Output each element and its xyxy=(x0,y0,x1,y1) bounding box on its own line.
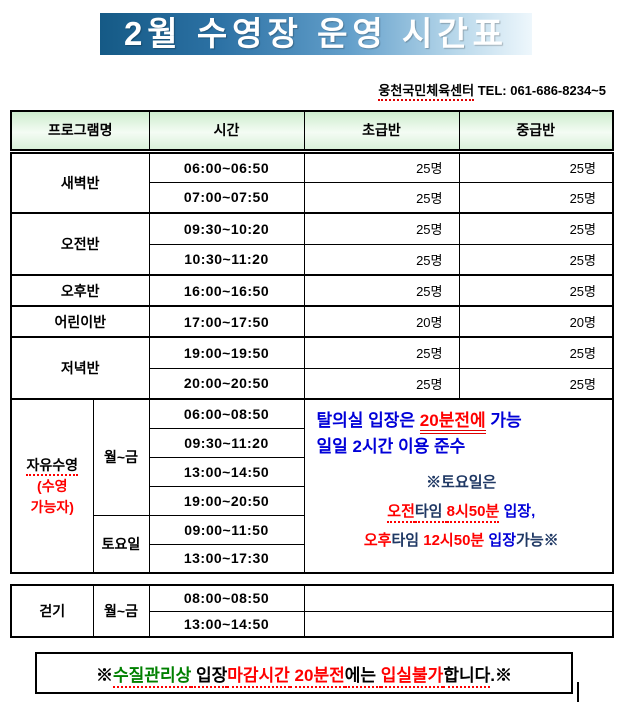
program-free-swim: 자유수영 (수영 가능자) xyxy=(10,398,94,574)
col-header-time: 시간 xyxy=(148,110,305,154)
note-saturday-afternoon: 오후타임 12시50분 입장가능※ xyxy=(363,532,559,549)
intermediate-count: 25명 xyxy=(458,367,614,400)
swim-schedule-table: 프로그램명 시간 초급반 중급반 새벽반 06:00~06:50 25명 25명… xyxy=(10,110,614,574)
table-row: 걷기 월~금 08:00~08:50 xyxy=(10,584,614,638)
time-cell: 09:30~10:20 xyxy=(148,212,305,245)
day-weekday-walk: 월~금 xyxy=(92,584,150,638)
note-locker-room: 탈의실 입장은 20분전에 가능 xyxy=(317,408,607,434)
time-cell: 09:30~11:20 xyxy=(148,427,305,458)
time-cell: 13:00~14:50 xyxy=(148,610,305,638)
table-row: 자유수영 (수영 가능자) 월~금 06:00~08:50 탈의실 입장은 20… xyxy=(10,398,614,574)
table-row: 07:00~07:50 25명 25명 xyxy=(11,181,614,214)
note-saturday-title: ※토요일은 xyxy=(426,474,497,491)
free-swim-label: 자유수영 xyxy=(12,454,92,476)
time-cell: 08:00~08:50 xyxy=(148,584,305,612)
empty-cell xyxy=(303,610,614,638)
table-row: 13:00~17:30 xyxy=(11,543,613,574)
time-cell: 19:00~19:50 xyxy=(148,336,305,369)
col-header-intermediate: 중급반 xyxy=(458,110,614,154)
col-header-program: 프로그램명 xyxy=(10,110,150,154)
empty-cell xyxy=(303,584,614,612)
beginner-count: 25명 xyxy=(303,212,460,245)
table-row: 13:00~14:50 xyxy=(11,456,613,487)
day-weekday: 월~금 xyxy=(92,398,150,516)
page-title: 2월 수영장 운영 시간표 xyxy=(100,13,532,55)
table-row: 20:00~20:50 25명 25명 xyxy=(11,367,614,400)
table-row: 오후반 16:00~16:50 25명 25명 xyxy=(10,274,614,307)
intermediate-count: 25명 xyxy=(458,181,614,214)
text-cursor xyxy=(577,682,579,702)
time-cell: 20:00~20:50 xyxy=(148,367,305,400)
phone-number: TEL: 061-686-8234~5 xyxy=(474,83,606,98)
time-cell: 06:00~06:50 xyxy=(148,150,305,183)
time-cell: 13:00~14:50 xyxy=(148,456,305,487)
table-header-row: 프로그램명 시간 초급반 중급반 xyxy=(10,110,614,154)
note-two-hours: 일일 2시간 이용 준수 xyxy=(316,437,466,456)
program-children: 어린이반 xyxy=(10,305,150,338)
time-cell: 19:00~20:50 xyxy=(148,485,305,516)
contact-info: 웅천국민체육센터 TEL: 061-686-8234~5 xyxy=(378,80,606,101)
time-cell: 10:30~11:20 xyxy=(148,243,305,276)
beginner-count: 20명 xyxy=(303,305,460,338)
free-swim-qualifier-line1: (수영 xyxy=(37,478,68,494)
walk-schedule-table: 걷기 월~금 08:00~08:50 13:00~14:50 xyxy=(10,584,614,638)
water-quality-notice: ※수질관리상 입장마감시간 20분전에는 입실불가합니다.※ xyxy=(35,652,573,694)
beginner-count: 25명 xyxy=(303,336,460,369)
center-name: 웅천국민체육센터 xyxy=(378,83,475,101)
table-row: 10:30~11:20 25명 25명 xyxy=(11,243,614,276)
time-cell: 13:00~17:30 xyxy=(148,543,305,574)
program-walking: 걷기 xyxy=(10,584,94,638)
beginner-count: 25명 xyxy=(303,181,460,214)
beginner-count: 25명 xyxy=(303,150,460,183)
intermediate-count: 20명 xyxy=(458,305,614,338)
program-dawn: 새벽반 xyxy=(10,150,150,214)
program-morning: 오전반 xyxy=(10,212,150,276)
free-swim-notes: 탈의실 입장은 20분전에 가능 일일 2시간 이용 준수 ※토요일은 오전타임… xyxy=(303,398,614,574)
intermediate-count: 25명 xyxy=(458,212,614,245)
table-row: 새벽반 06:00~06:50 25명 25명 xyxy=(10,150,614,214)
table-row: 13:00~14:50 xyxy=(11,610,614,638)
beginner-count: 25명 xyxy=(303,274,460,307)
note-saturday-morning: 오전타임 8시50분 입장, xyxy=(317,501,607,523)
day-saturday: 토요일 xyxy=(92,514,150,574)
table-row: 어린이반 17:00~17:50 20명 20명 xyxy=(10,305,614,338)
time-cell: 16:00~16:50 xyxy=(148,274,305,307)
intermediate-count: 25명 xyxy=(458,150,614,183)
time-cell: 09:00~11:50 xyxy=(148,514,305,545)
beginner-count: 25명 xyxy=(303,243,460,276)
table-row: 오전반 09:30~10:20 25명 25명 xyxy=(10,212,614,276)
table-row: 저녁반 19:00~19:50 25명 25명 xyxy=(10,336,614,400)
time-cell: 07:00~07:50 xyxy=(148,181,305,214)
table-row: 19:00~20:50 xyxy=(11,485,613,516)
time-cell: 06:00~08:50 xyxy=(148,398,305,429)
intermediate-count: 25명 xyxy=(458,336,614,369)
notice-text: ※수질관리상 입장마감시간 20분전에는 입실불가합니다.※ xyxy=(96,661,512,688)
table-row: 09:30~11:20 xyxy=(11,427,613,458)
table-row: 토요일 09:00~11:50 xyxy=(11,514,613,574)
beginner-count: 25명 xyxy=(303,367,460,400)
time-cell: 17:00~17:50 xyxy=(148,305,305,338)
program-afternoon: 오후반 xyxy=(10,274,150,307)
intermediate-count: 25명 xyxy=(458,243,614,276)
col-header-beginner: 초급반 xyxy=(303,110,460,154)
free-swim-qualifier-line2: 가능자) xyxy=(30,499,74,515)
intermediate-count: 25명 xyxy=(458,274,614,307)
program-evening: 저녁반 xyxy=(10,336,150,400)
